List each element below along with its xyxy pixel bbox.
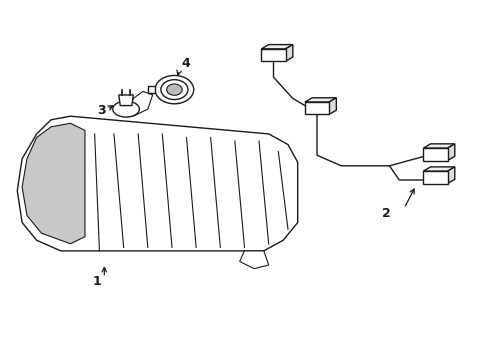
Polygon shape bbox=[447, 144, 454, 161]
Polygon shape bbox=[423, 144, 454, 148]
Text: 2: 2 bbox=[382, 207, 390, 220]
Polygon shape bbox=[239, 251, 268, 269]
Text: 3: 3 bbox=[97, 104, 105, 117]
Polygon shape bbox=[261, 45, 292, 49]
Circle shape bbox=[166, 84, 182, 95]
Polygon shape bbox=[261, 49, 285, 61]
Polygon shape bbox=[147, 86, 155, 93]
Text: 1: 1 bbox=[92, 275, 101, 288]
Text: 4: 4 bbox=[181, 57, 190, 69]
Polygon shape bbox=[305, 98, 336, 102]
Circle shape bbox=[155, 76, 193, 104]
Polygon shape bbox=[423, 148, 447, 161]
Polygon shape bbox=[423, 167, 454, 171]
Polygon shape bbox=[128, 91, 152, 116]
Ellipse shape bbox=[113, 101, 139, 117]
Polygon shape bbox=[305, 102, 328, 114]
Polygon shape bbox=[22, 123, 85, 244]
Circle shape bbox=[161, 80, 187, 100]
Polygon shape bbox=[285, 45, 292, 61]
Polygon shape bbox=[423, 171, 447, 184]
Polygon shape bbox=[328, 98, 336, 114]
Polygon shape bbox=[119, 95, 133, 105]
Polygon shape bbox=[17, 116, 297, 251]
Polygon shape bbox=[447, 167, 454, 184]
